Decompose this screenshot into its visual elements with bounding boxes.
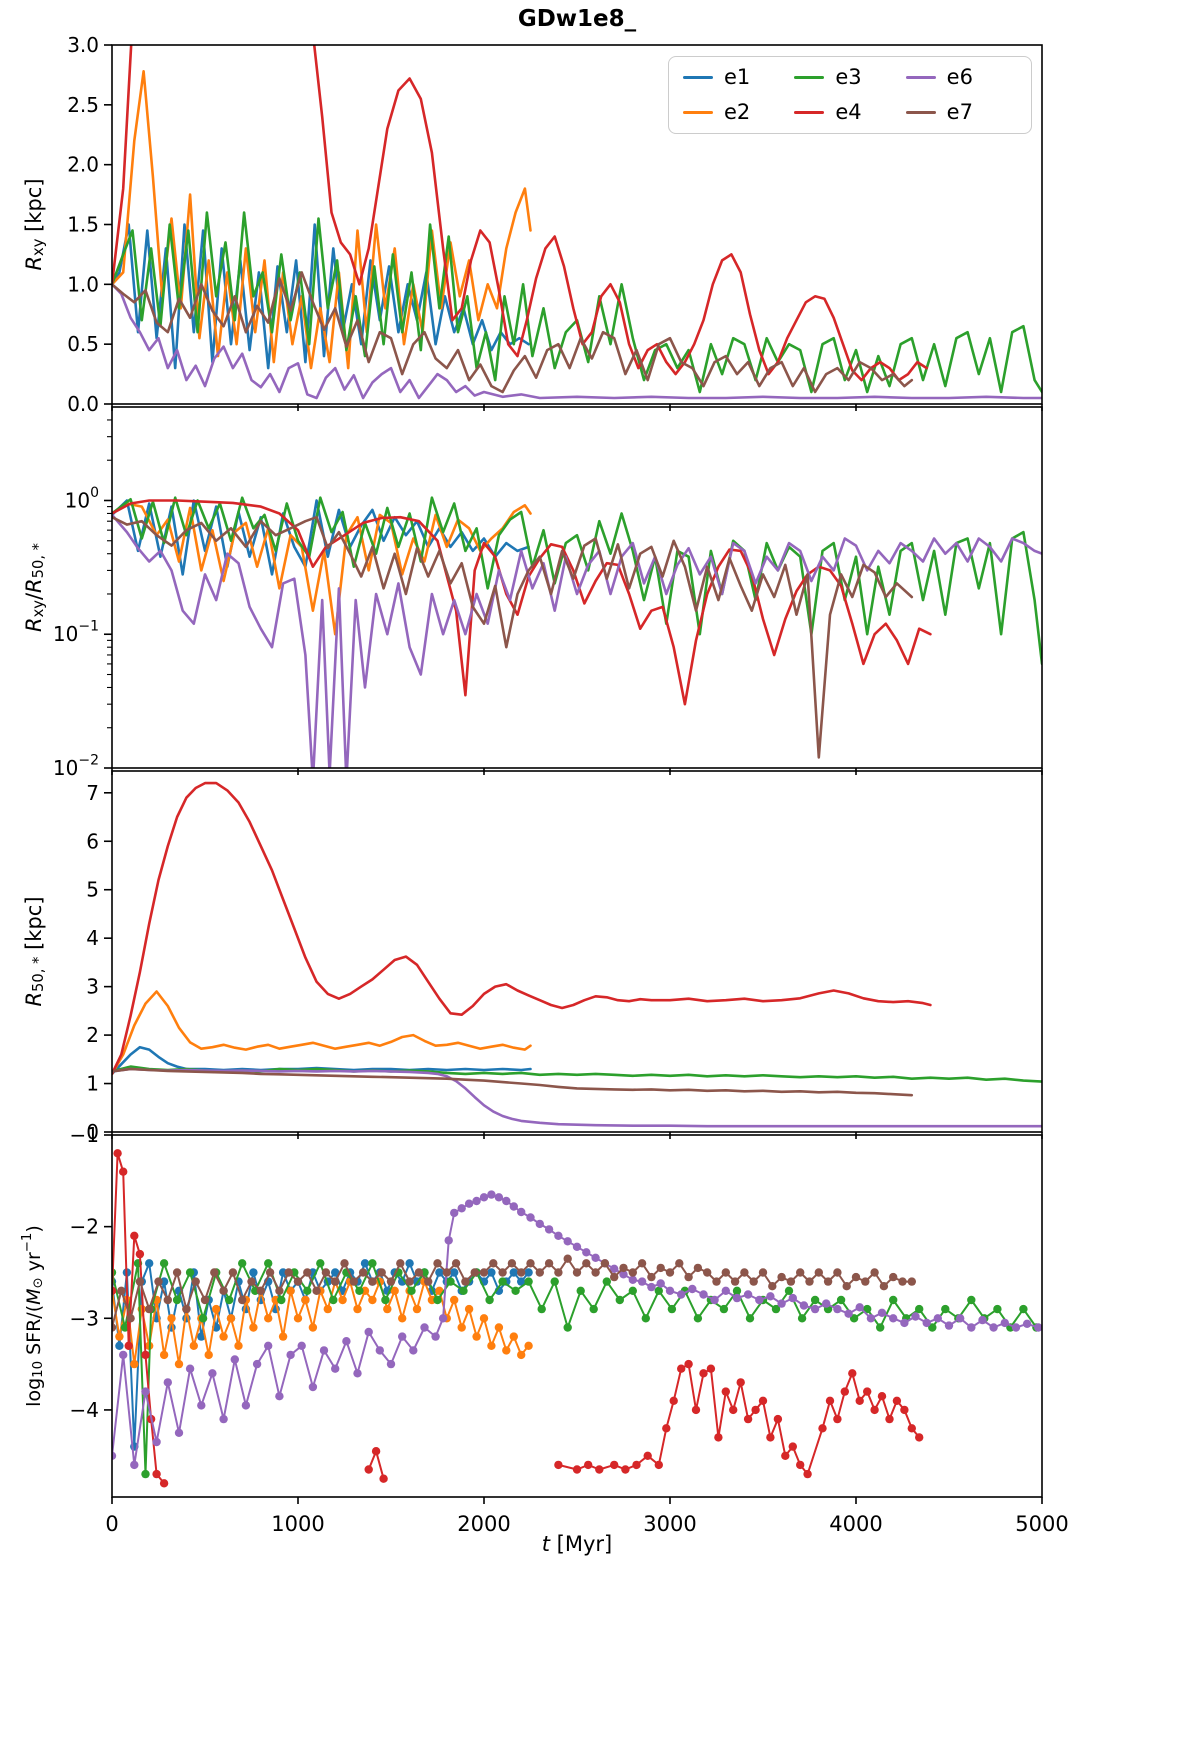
svg-text:10−2: 10−2 <box>53 752 99 780</box>
legend-line-swatch <box>905 75 936 80</box>
series-e3 <box>112 211 1042 394</box>
legend-entry-e3: e3 <box>794 67 905 88</box>
svg-text:0.0: 0.0 <box>67 392 99 416</box>
svg-text:100: 100 <box>65 485 99 513</box>
legend-label: e6 <box>946 65 973 89</box>
series-e6 <box>112 1190 1042 1470</box>
legend-line-swatch <box>683 75 713 80</box>
svg-text:0: 0 <box>86 1120 99 1144</box>
svg-text:6: 6 <box>86 829 99 853</box>
legend-entry-e2: e2 <box>683 102 794 123</box>
legend: e1 e2 e3 e4 e6 e7 <box>668 56 1032 134</box>
series-e4 <box>112 1149 924 1488</box>
legend-entry-e4: e4 <box>794 102 905 123</box>
x-tick-label: 4000 <box>829 1512 882 1536</box>
svg-text:1.5: 1.5 <box>67 213 99 237</box>
legend-label: e7 <box>946 100 973 124</box>
panel-R50: 0 1 2 3 4 5 6 7 R50, * [kpc] <box>22 770 1043 1144</box>
svg-text:5: 5 <box>86 878 99 902</box>
legend-line-swatch <box>683 110 713 115</box>
legend-label: e4 <box>835 100 862 124</box>
panel-SFR: −1 −2 −3 −4 0 1000 2000 3000 4000 5000 log10 SFR/(… <box>19 1123 1068 1536</box>
series-e7 <box>112 271 914 394</box>
y-axis-label: Rxy/R50, * <box>22 543 47 632</box>
series-e3 <box>112 1259 1041 1479</box>
legend-line-swatch <box>794 110 825 115</box>
y-axis-label: log10 SFR/(M⊙ yr−1) <box>19 1225 45 1407</box>
series-e6 <box>112 283 1042 400</box>
legend-label: e2 <box>724 100 751 124</box>
series-e7 <box>112 515 914 759</box>
x-tick-label: 2000 <box>457 1512 510 1536</box>
svg-text:−1: −1 <box>70 1123 99 1147</box>
svg-text:4: 4 <box>86 926 99 950</box>
series-e6 <box>112 513 1042 768</box>
legend-entry-e1: e1 <box>683 67 794 88</box>
svg-text:1.0: 1.0 <box>67 272 99 296</box>
series-e4 <box>112 781 932 1076</box>
legend-entry-e6: e6 <box>905 65 1017 89</box>
svg-text:2.0: 2.0 <box>67 153 99 177</box>
legend-entry-e7: e7 <box>905 100 1017 124</box>
svg-text:0.5: 0.5 <box>67 332 99 356</box>
svg-text:−3: −3 <box>70 1306 99 1330</box>
x-axis-label: t [Myr] <box>542 1532 612 1556</box>
x-tick-label: 5000 <box>1015 1512 1068 1536</box>
legend-label: e3 <box>835 65 862 89</box>
y-axis-label: R50, * [kpc] <box>22 896 47 1006</box>
chart-title: GDw1e8_ <box>517 6 637 32</box>
series-e2 <box>112 990 532 1076</box>
y-axis-label: Rxy [kpc] <box>22 178 47 270</box>
svg-text:10−1: 10−1 <box>53 619 99 647</box>
x-tick-label: 1000 <box>271 1512 324 1536</box>
series-e7 <box>112 1254 916 1332</box>
legend-line-swatch <box>905 110 936 115</box>
series-e7 <box>112 1067 914 1097</box>
legend-label: e1 <box>724 65 751 89</box>
svg-text:3.0: 3.0 <box>67 33 99 57</box>
svg-text:2: 2 <box>86 1023 99 1047</box>
svg-text:3: 3 <box>86 975 99 999</box>
panel-Rxy: 0.0 0.5 1.0 1.5 2.0 2.5 3.0 Rxy [kpc] <box>22 33 1043 416</box>
x-tick-label: 3000 <box>643 1512 696 1536</box>
svg-text:−4: −4 <box>70 1398 99 1422</box>
series-e6 <box>112 1067 1042 1128</box>
series-e4 <box>112 45 928 382</box>
svg-text:1: 1 <box>86 1072 99 1096</box>
series-e1 <box>112 499 530 576</box>
svg-text:−2: −2 <box>70 1215 99 1239</box>
panel-Rxy-over-R50: 100 10−1 10−2 Rxy/R50, * <box>22 406 1043 780</box>
legend-line-swatch <box>794 75 825 80</box>
svg-text:2.5: 2.5 <box>67 93 99 117</box>
x-tick-label: 0 <box>105 1512 118 1536</box>
svg-text:7: 7 <box>86 781 99 805</box>
